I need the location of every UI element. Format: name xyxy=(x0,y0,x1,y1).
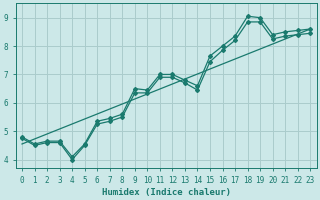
X-axis label: Humidex (Indice chaleur): Humidex (Indice chaleur) xyxy=(102,188,231,197)
